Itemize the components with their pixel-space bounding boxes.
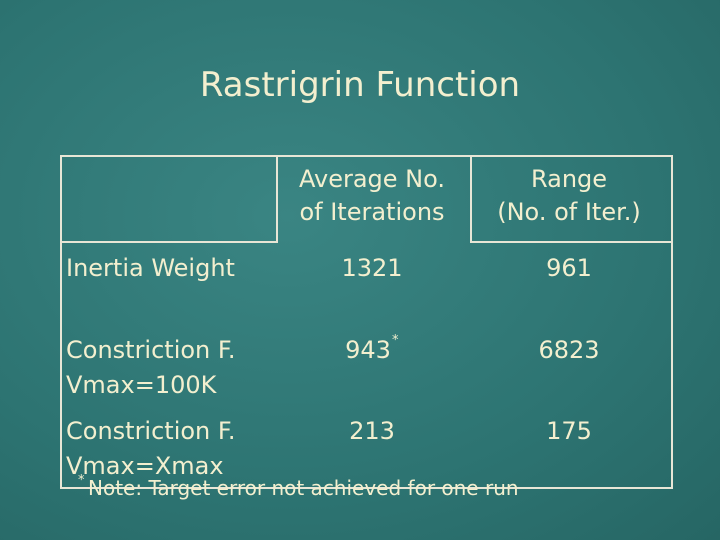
row-label: Constriction F. (66, 417, 236, 445)
table-border (470, 155, 472, 243)
row-label: Vmax=Xmax (66, 452, 224, 480)
table-border (671, 155, 673, 489)
footnote-mark: * (392, 333, 399, 348)
header-cell: Range (530, 165, 608, 193)
note-marker: * (78, 473, 85, 488)
row-label: Inertia Weight (66, 254, 235, 282)
header-cell: of Iterations (299, 198, 445, 226)
table-border (276, 155, 278, 243)
note: Note: Target error not achieved for one … (88, 476, 519, 500)
row-label: Vmax=100K (66, 371, 217, 399)
title: Rastrigrin Function (199, 65, 521, 105)
row-label: Constriction F. (66, 336, 236, 364)
table-border (60, 155, 62, 489)
cell: 213 (349, 417, 395, 445)
table-border (470, 241, 673, 243)
cell: 943 (345, 336, 391, 364)
cell: 1321 (341, 254, 403, 282)
cell: 961 (546, 254, 592, 282)
header-cell: Average No. (298, 165, 446, 193)
table-border (60, 241, 278, 243)
table-border (60, 155, 673, 157)
cell: 175 (546, 417, 592, 445)
header-cell: (No. of Iter.) (497, 198, 641, 226)
table-border (60, 487, 673, 489)
cell: 6823 (538, 336, 600, 364)
